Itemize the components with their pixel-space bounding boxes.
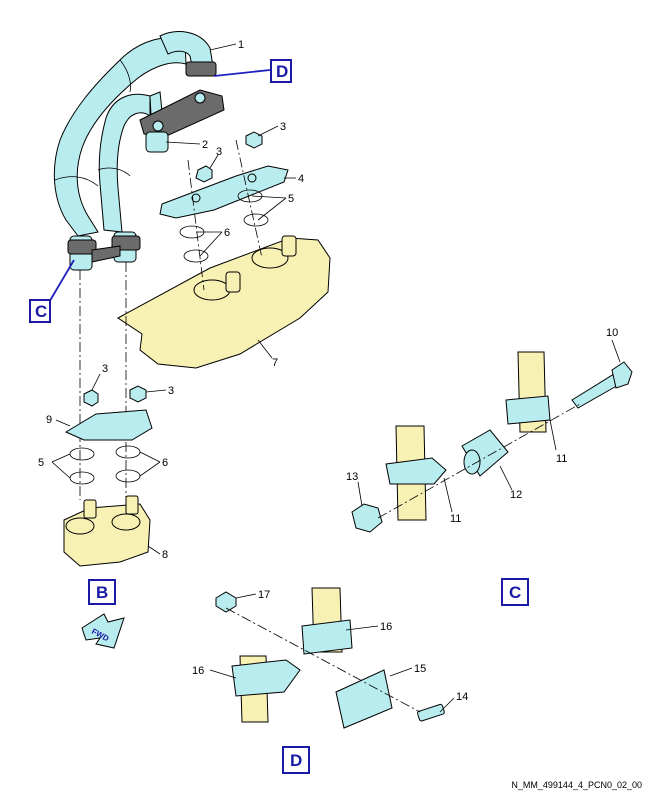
view-tag-d: D xyxy=(282,746,310,774)
callout-6-b: 6 xyxy=(162,457,168,469)
detail-view-c xyxy=(351,351,633,533)
callout-1: 1 xyxy=(238,39,244,51)
callout-4: 4 xyxy=(298,173,304,185)
o-rings-bottom xyxy=(69,445,141,485)
callout-3-d: 3 xyxy=(168,385,174,397)
callout-15: 15 xyxy=(414,663,426,675)
view-tag-d-label: D xyxy=(290,751,302,770)
callout-6-a: 6 xyxy=(224,227,230,239)
callout-numbers: 1 2 3 3 4 5 6 7 3 3 9 5 6 8 10 11 11 12 … xyxy=(38,39,618,703)
detail-view-d xyxy=(215,587,445,729)
callout-2: 2 xyxy=(202,139,208,151)
hose-inner xyxy=(98,93,151,233)
nut-17 xyxy=(215,591,237,613)
view-tag-c: C xyxy=(501,578,529,606)
view-tag-d-top: D xyxy=(270,59,292,83)
callout-10: 10 xyxy=(606,327,618,339)
bolt-10 xyxy=(571,373,621,409)
callout-7: 7 xyxy=(272,357,278,369)
hose-outer xyxy=(53,37,187,237)
hose-assembly xyxy=(53,31,225,271)
engine-housing-7 xyxy=(117,235,331,369)
plate-15 xyxy=(335,669,393,729)
clamp-lower-left xyxy=(67,239,97,255)
nut-13 xyxy=(351,503,383,533)
bolt-14 xyxy=(417,703,445,722)
callout-3-c: 3 xyxy=(102,363,108,375)
callout-9: 9 xyxy=(46,414,52,426)
view-tag-c-label: C xyxy=(509,583,521,602)
callout-3-a: 3 xyxy=(280,121,286,133)
callout-16-b: 16 xyxy=(192,665,204,677)
callout-13: 13 xyxy=(346,471,358,483)
callout-8: 8 xyxy=(162,549,168,561)
callout-5-a: 5 xyxy=(288,193,294,205)
view-tag-c-left: C xyxy=(29,299,51,323)
callout-16-a: 16 xyxy=(380,621,392,633)
view-tag-c-left-label: C xyxy=(35,302,47,321)
callout-11-b: 11 xyxy=(450,513,461,525)
fwd-arrow: FWD xyxy=(81,613,125,649)
view-tag-d-top-label: D xyxy=(276,62,288,81)
view-tag-b-label: B xyxy=(96,583,108,602)
view-tag-b: B xyxy=(88,579,116,605)
callout-11-a: 11 xyxy=(556,453,567,465)
callout-14: 14 xyxy=(456,691,468,703)
reference-code: N_MM_499144_4_PCN0_02_00 xyxy=(511,780,642,790)
flange-9 xyxy=(64,385,153,441)
callout-3-b: 3 xyxy=(216,146,222,158)
flange-4 xyxy=(159,131,289,219)
callout-17: 17 xyxy=(258,589,270,601)
leader-lines xyxy=(51,43,621,713)
manifold-block-8 xyxy=(63,495,151,567)
hose-fitting-2 xyxy=(145,131,169,153)
callout-5-b: 5 xyxy=(38,457,44,469)
callout-12: 12 xyxy=(510,489,522,501)
